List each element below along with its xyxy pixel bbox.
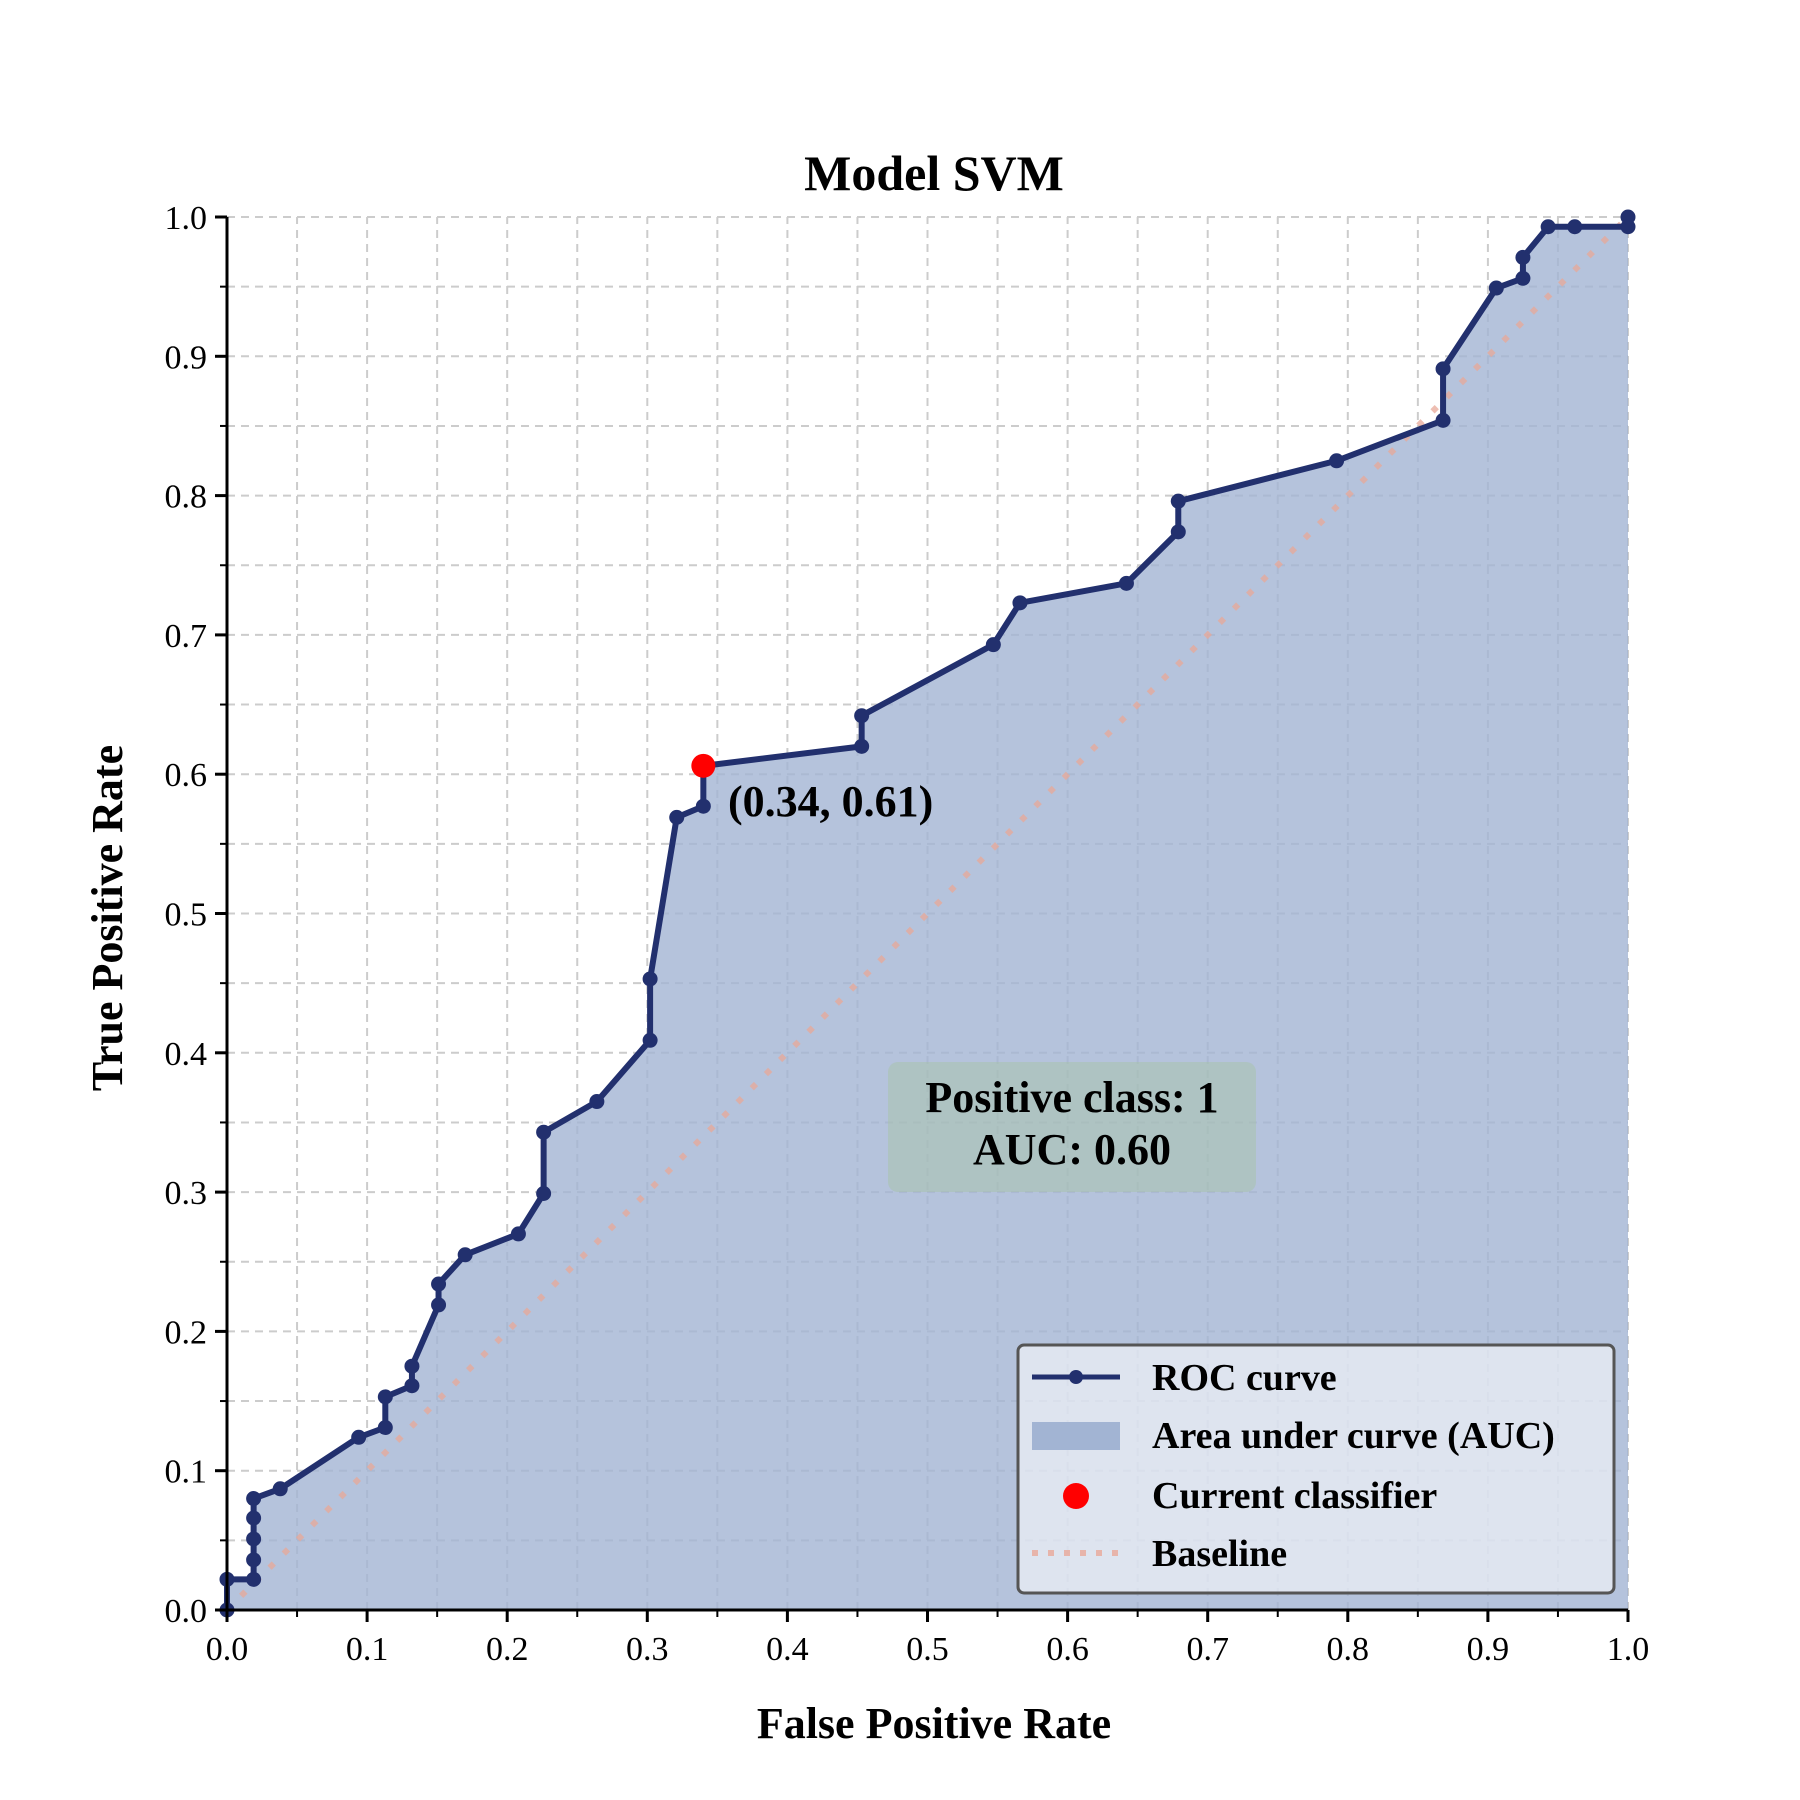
current-classifier-point: [691, 753, 716, 778]
roc-point: [536, 1185, 552, 1201]
roc-point: [1620, 209, 1636, 225]
roc-point: [272, 1481, 288, 1497]
roc-point: [1170, 493, 1186, 509]
x-tick-label: 0.6: [1046, 1631, 1089, 1668]
current-classifier-label: (0.34, 0.61): [728, 777, 933, 826]
roc-point: [642, 1032, 658, 1048]
roc-point: [1567, 219, 1583, 235]
roc-point: [246, 1510, 262, 1526]
y-tick-label: 0.5: [165, 897, 208, 934]
x-tick-label: 0.9: [1467, 1631, 1510, 1668]
y-tick-label: 1.0: [165, 200, 208, 237]
chart-title: Model SVM: [804, 145, 1064, 201]
legend-current-label: Current classifier: [1152, 1475, 1437, 1517]
x-tick-label: 0.7: [1186, 1631, 1229, 1668]
legend-frame: [1016, 1343, 1616, 1595]
roc-point: [1118, 575, 1134, 591]
roc-point: [669, 809, 685, 825]
x-tick-label: 0.2: [486, 1631, 529, 1668]
y-tick-label: 0.9: [165, 339, 208, 376]
roc-point: [246, 1552, 262, 1568]
roc-point: [1435, 361, 1451, 377]
x-tick-label: 0.0: [206, 1631, 249, 1668]
roc-point: [1435, 412, 1451, 428]
roc-point: [431, 1276, 447, 1292]
roc-point: [642, 971, 658, 987]
x-tick-label: 1.0: [1607, 1631, 1650, 1668]
roc-point: [1488, 280, 1504, 296]
y-tick-label: 0.8: [165, 479, 208, 516]
tick-layer: 0.0 0.1 0.2 0.3 0.4 0.5 0.6 0.7 0.8 0.9 1.0 0.0 0.1 0…: [165, 200, 1650, 1668]
info-box-positive-class: Positive class: 1: [925, 1073, 1218, 1122]
roc-point: [246, 1531, 262, 1547]
legend-entry-current: Current classifier: [1063, 1475, 1437, 1517]
legend-roc-marker-swatch: [1069, 1370, 1083, 1384]
y-tick-label: 0.4: [165, 1036, 208, 1073]
legend-entry-roc: ROC curve: [1032, 1357, 1337, 1399]
x-tick-label: 0.8: [1327, 1631, 1370, 1668]
legend-entry-baseline: Baseline: [1032, 1533, 1287, 1575]
roc-point: [431, 1297, 447, 1313]
y-tick-label: 0.1: [165, 1454, 208, 1491]
info-box-background: [888, 1062, 1256, 1192]
roc-point: [1540, 219, 1556, 235]
legend: ROC curve Area under curve (AUC) Current…: [1016, 1343, 1616, 1595]
y-axis-label: True Positive Rate: [83, 745, 132, 1091]
y-tick-label: 0.0: [165, 1593, 208, 1630]
info-box: Positive class: 1 AUC: 0.60: [888, 1062, 1256, 1192]
roc-point: [377, 1420, 393, 1436]
roc-point: [1515, 249, 1531, 265]
x-tick-label: 0.3: [626, 1631, 669, 1668]
roc-point: [246, 1571, 262, 1587]
roc-point: [1515, 270, 1531, 286]
roc-point: [695, 798, 711, 814]
x-tick-label: 0.5: [906, 1631, 949, 1668]
y-tick-label: 0.3: [165, 1175, 208, 1212]
roc-point: [985, 637, 1001, 653]
info-box-auc: AUC: 0.60: [973, 1125, 1171, 1174]
x-tick-label: 0.1: [346, 1631, 389, 1668]
x-axis-label: False Positive Rate: [757, 1699, 1111, 1748]
roc-point: [404, 1358, 420, 1374]
legend-roc-label: ROC curve: [1152, 1357, 1337, 1399]
roc-point: [854, 708, 870, 724]
y-tick-label: 0.7: [165, 618, 208, 655]
legend-auc-label: Area under curve (AUC): [1152, 1415, 1555, 1457]
roc-point: [536, 1124, 552, 1140]
roc-point: [377, 1389, 393, 1405]
legend-baseline-label: Baseline: [1152, 1533, 1287, 1575]
roc-point: [589, 1094, 605, 1110]
roc-point: [457, 1247, 473, 1263]
x-tick-label: 0.4: [766, 1631, 809, 1668]
roc-point: [510, 1226, 526, 1242]
legend-auc-swatch: [1032, 1422, 1120, 1450]
legend-current-swatch: [1063, 1483, 1089, 1509]
roc-point: [351, 1429, 367, 1445]
roc-point: [246, 1491, 262, 1507]
roc-point: [1329, 453, 1345, 469]
legend-entry-auc: Area under curve (AUC): [1032, 1415, 1555, 1457]
roc-point: [854, 738, 870, 754]
roc-point: [1012, 595, 1028, 611]
y-tick-label: 0.6: [165, 757, 208, 794]
roc-point: [404, 1378, 420, 1394]
y-tick-label: 0.2: [165, 1314, 208, 1351]
roc-curve-layer: [219, 209, 1636, 1618]
roc-point: [1170, 524, 1186, 540]
